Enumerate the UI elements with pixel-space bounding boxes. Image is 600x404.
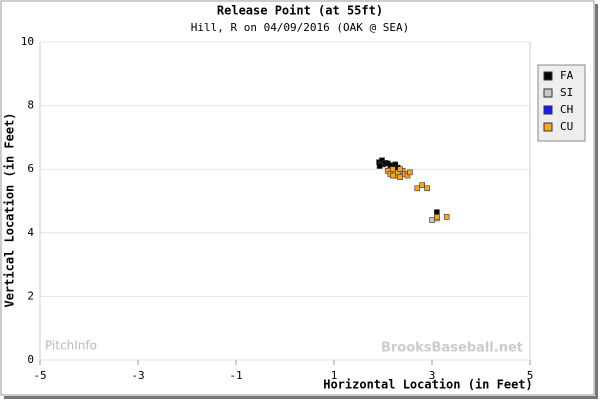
point bbox=[429, 217, 435, 223]
legend-label: CH bbox=[560, 103, 573, 116]
point bbox=[443, 214, 450, 220]
chart-title: Release Point (at 55ft) bbox=[217, 4, 383, 18]
x-tick-label: -5 bbox=[33, 369, 46, 382]
legend-swatch bbox=[543, 71, 553, 81]
point bbox=[414, 185, 421, 192]
point bbox=[424, 185, 430, 192]
chart-subtitle: Hill, R on 04/09/2016 (OAK @ SEA) bbox=[191, 21, 410, 34]
point bbox=[376, 163, 383, 169]
x-tick-label: -3 bbox=[131, 369, 144, 382]
y-tick-label: 2 bbox=[27, 289, 34, 302]
legend-swatch bbox=[543, 88, 553, 98]
point bbox=[389, 172, 396, 179]
x-tick-label: 1 bbox=[331, 369, 338, 382]
point bbox=[397, 174, 403, 180]
plot-area bbox=[39, 41, 531, 361]
point bbox=[397, 166, 403, 172]
legend-label: CU bbox=[560, 120, 573, 133]
point bbox=[419, 182, 426, 188]
point bbox=[407, 169, 413, 176]
watermark: BrooksBaseball.net bbox=[381, 341, 523, 356]
legend-swatch bbox=[543, 122, 553, 132]
x-tick-label: 3 bbox=[429, 369, 436, 382]
x-tick-label: 5 bbox=[527, 369, 534, 382]
frame-shadow bbox=[4, 396, 598, 399]
legend-label: FA bbox=[560, 69, 574, 82]
watermark: PitchInfo bbox=[45, 339, 97, 353]
point bbox=[434, 214, 440, 220]
x-tick-label: -1 bbox=[229, 369, 242, 382]
point bbox=[389, 166, 396, 172]
x-axis-label: Horizontal Location (in Feet) bbox=[323, 378, 533, 392]
y-tick-label: 8 bbox=[27, 99, 34, 112]
point bbox=[434, 209, 440, 215]
y-tick-label: 0 bbox=[27, 353, 34, 366]
legend-swatch bbox=[543, 105, 553, 115]
frame-shadow bbox=[595, 4, 598, 398]
legend-label: SI bbox=[560, 86, 573, 99]
y-axis-label: Vertical Location (in Feet) bbox=[3, 112, 17, 307]
y-tick-label: 10 bbox=[21, 35, 34, 48]
y-tick-label: 6 bbox=[27, 162, 34, 175]
y-tick-label: 4 bbox=[27, 226, 34, 239]
